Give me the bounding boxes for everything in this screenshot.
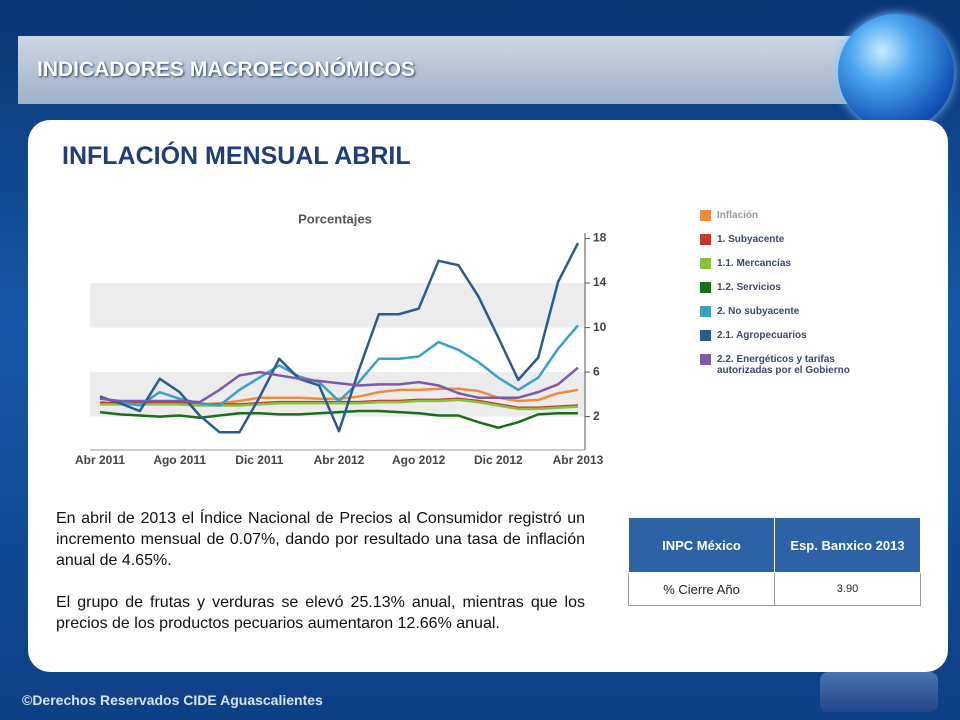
legend-label: 2.2. Energéticos y tarifas autorizadas p… (717, 354, 850, 376)
table-cell: 3.90 (774, 572, 921, 606)
legend-swatch (700, 210, 711, 221)
x-tick-label: Ago 2011 (153, 453, 206, 467)
legend-item: 2. No subyacente (700, 306, 870, 317)
series-line (99, 366, 579, 404)
x-tick-label: Abr 2013 (553, 453, 604, 467)
grid-band (90, 283, 585, 328)
series-line (100, 398, 579, 411)
x-tick-label: Abr 2011 (75, 453, 125, 467)
body-text: En abril de 2013 el Índice Nacional de P… (56, 508, 585, 655)
x-tick-label: Dic 2011 (235, 453, 283, 467)
table: INPC México Esp. Banxico 2013 % Cierre Añ… (628, 517, 921, 606)
y-tick-label: 10 (593, 320, 607, 334)
header-bar: INDICADORES MACROECONÓMICOS (18, 36, 870, 104)
legend-label: 2.1. Agropecuarios (717, 330, 807, 341)
legend-swatch (700, 306, 711, 317)
footer: ©Derechos Reservados CIDE Aguascalientes (22, 692, 323, 708)
legend-swatch (700, 330, 711, 341)
series-line (99, 242, 580, 434)
legend-item: 2.2. Energéticos y tarifas autorizadas p… (700, 354, 870, 376)
legend-label: 1.1. Mercancías (717, 258, 791, 269)
y-tick-label: 18 (593, 231, 607, 245)
legend-swatch (700, 258, 711, 269)
y-tick-label: 6 (593, 364, 600, 378)
chart-title: Porcentajes (298, 211, 372, 226)
x-tick-label: Dic 2012 (474, 453, 523, 467)
legend-item: 1.2. Servicios (700, 282, 870, 293)
legend-swatch (700, 234, 711, 245)
table-header: INPC México (628, 517, 775, 573)
y-tick-label: 2 (593, 409, 600, 423)
legend-label: Inflación (717, 210, 759, 221)
chart: Porcentajes 2 6 10 14 18 Abr 2011 Ago 2011 Dic … (75, 211, 607, 467)
paragraph: El grupo de frutas y verduras se elevó 2… (56, 594, 585, 632)
legend-label: 1.2. Servicios (717, 282, 781, 293)
series-line (99, 324, 579, 407)
legend-swatch (700, 282, 711, 293)
legend-item: 1.1. Mercancías (700, 258, 870, 269)
legend: Inflación 1. Subyacente 1.1. Mercancías 1.2… (700, 210, 870, 389)
logo (820, 672, 938, 712)
legend-swatch (700, 354, 711, 365)
x-tick-label: Ago 2012 (392, 453, 446, 467)
legend-item: Inflación (700, 210, 870, 221)
legend-item: 2.1. Agropecuarios (700, 330, 870, 341)
x-tick-label: Abr 2012 (314, 453, 365, 467)
series-line (99, 409, 578, 429)
table-header: Esp. Banxico 2013 (774, 517, 921, 573)
header-title: INDICADORES MACROECONÓMICOS (37, 58, 416, 81)
table-cell: % Cierre Año (628, 572, 775, 606)
globe (838, 14, 954, 130)
slide-title: INFLACIÓN MENSUAL ABRIL (62, 142, 411, 170)
legend-item: 1. Subyacente (700, 234, 870, 245)
paragraph: En abril de 2013 el Índice Nacional de P… (56, 510, 585, 569)
y-tick-label: 14 (593, 275, 607, 289)
legend-label: 2. No subyacente (717, 306, 800, 317)
legend-label: 1. Subyacente (717, 234, 785, 245)
